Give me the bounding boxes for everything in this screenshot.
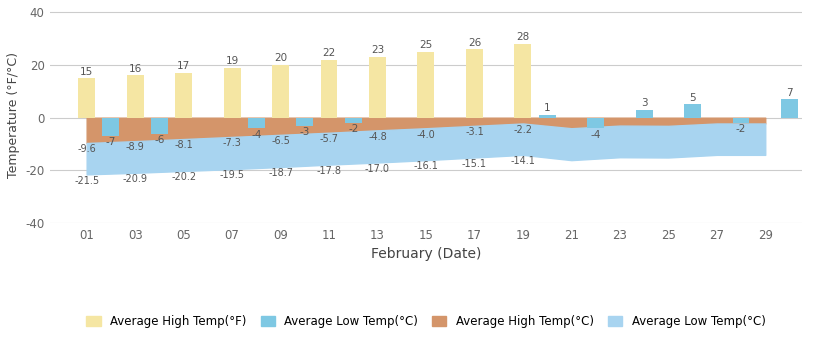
Bar xyxy=(781,99,798,118)
Text: -9.6: -9.6 xyxy=(77,144,96,154)
Text: -20.2: -20.2 xyxy=(171,172,196,182)
Text: 17: 17 xyxy=(177,61,190,71)
Text: -6: -6 xyxy=(154,135,164,145)
Text: -8.9: -8.9 xyxy=(126,143,144,152)
Text: -14.1: -14.1 xyxy=(510,156,535,166)
Bar xyxy=(223,68,241,118)
Text: -7: -7 xyxy=(105,138,116,147)
Bar xyxy=(102,118,120,136)
Text: 1: 1 xyxy=(544,104,550,113)
Bar xyxy=(320,60,338,118)
Bar xyxy=(175,73,192,118)
Text: 28: 28 xyxy=(516,32,530,42)
Bar xyxy=(417,52,434,118)
Text: 3: 3 xyxy=(641,98,647,108)
Text: -4.8: -4.8 xyxy=(369,132,387,142)
X-axis label: February (Date): February (Date) xyxy=(371,247,481,261)
Text: -17.0: -17.0 xyxy=(365,164,390,174)
Bar xyxy=(587,118,604,128)
Text: 23: 23 xyxy=(371,46,384,55)
Text: -4: -4 xyxy=(251,130,261,139)
Text: -16.1: -16.1 xyxy=(413,161,438,172)
Text: -7.3: -7.3 xyxy=(222,138,242,148)
Text: -18.7: -18.7 xyxy=(268,168,293,178)
Bar xyxy=(466,49,483,118)
Bar xyxy=(539,115,555,118)
Text: -3.1: -3.1 xyxy=(465,127,484,137)
Text: -17.8: -17.8 xyxy=(316,166,341,176)
Bar xyxy=(127,76,144,118)
Text: -19.5: -19.5 xyxy=(220,171,245,180)
Y-axis label: Temperature (°F/°C): Temperature (°F/°C) xyxy=(7,52,20,178)
Bar xyxy=(151,118,168,134)
Bar xyxy=(733,118,749,123)
Text: -8.1: -8.1 xyxy=(174,140,193,150)
Text: -20.9: -20.9 xyxy=(123,174,148,184)
Bar xyxy=(78,78,95,118)
Bar xyxy=(272,65,289,118)
Text: -4: -4 xyxy=(590,130,601,139)
Text: 22: 22 xyxy=(322,48,335,58)
Legend: Average High Temp(°F), Average Low Temp(°C), Average High Temp(°C), Average Low : Average High Temp(°F), Average Low Temp(… xyxy=(83,311,769,331)
Text: -2: -2 xyxy=(348,124,359,134)
Text: -15.1: -15.1 xyxy=(462,159,487,169)
Text: 16: 16 xyxy=(129,64,142,74)
Text: 19: 19 xyxy=(226,56,239,66)
Bar xyxy=(344,118,362,123)
Text: -3: -3 xyxy=(300,127,310,137)
Text: 7: 7 xyxy=(786,88,793,98)
Bar xyxy=(515,44,531,118)
Text: -6.5: -6.5 xyxy=(271,136,290,146)
Text: -2.2: -2.2 xyxy=(514,125,532,135)
Text: 15: 15 xyxy=(80,67,93,76)
Text: 20: 20 xyxy=(274,53,287,63)
Bar xyxy=(369,57,386,118)
Text: 25: 25 xyxy=(419,40,432,50)
Bar xyxy=(296,118,313,126)
Text: -2: -2 xyxy=(736,124,746,134)
Text: -5.7: -5.7 xyxy=(320,134,339,144)
Bar xyxy=(636,110,652,118)
Bar xyxy=(248,118,265,128)
Text: 5: 5 xyxy=(689,93,696,103)
Bar xyxy=(684,105,701,118)
Text: 26: 26 xyxy=(468,38,481,47)
Text: -21.5: -21.5 xyxy=(74,176,100,186)
Text: -4.0: -4.0 xyxy=(417,130,435,139)
